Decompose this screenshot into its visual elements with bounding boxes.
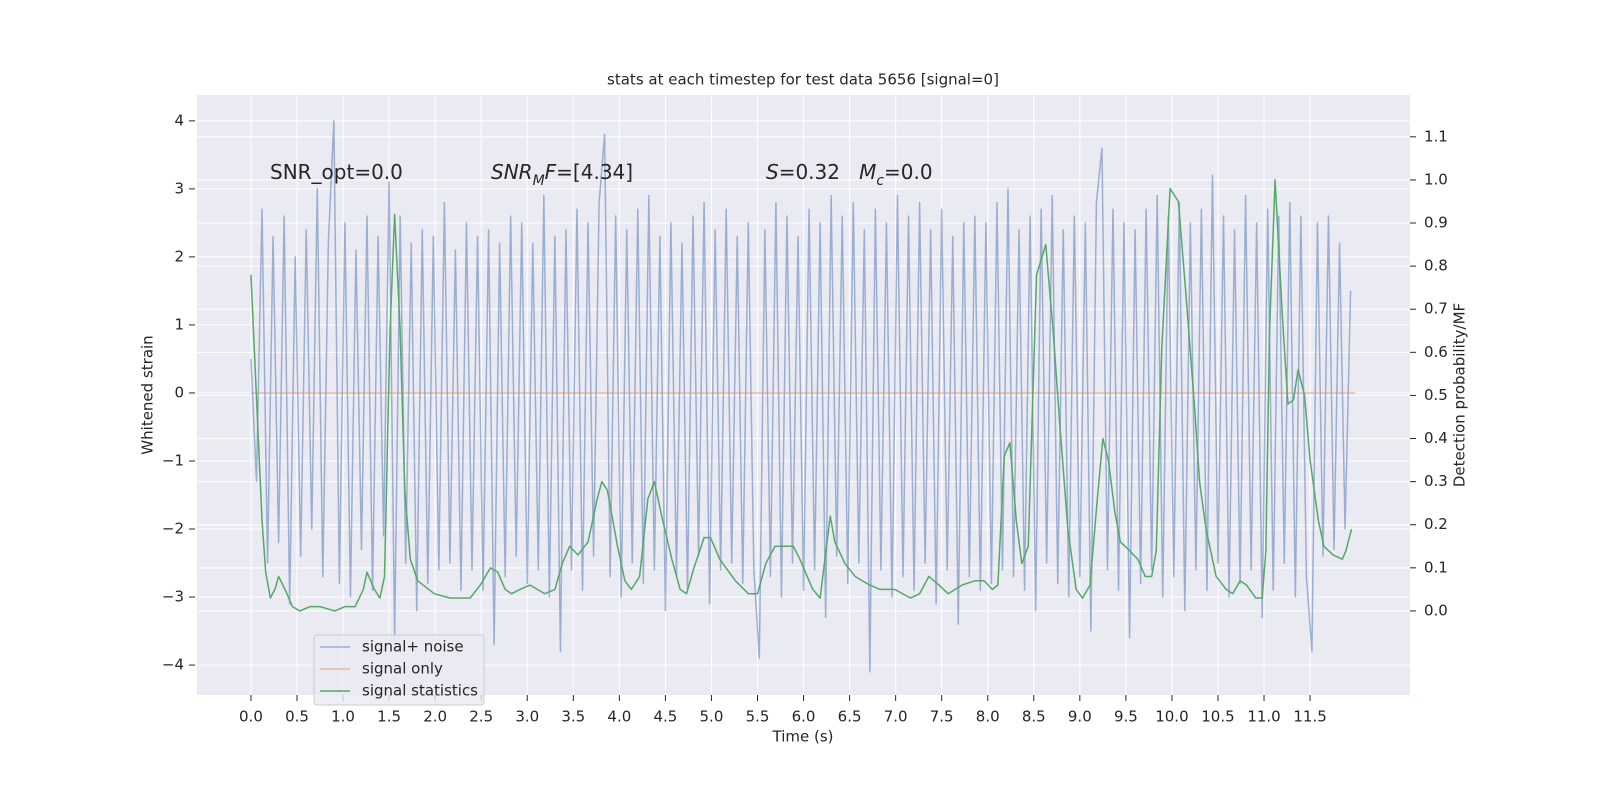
y-tick-label: −3 [162, 588, 184, 606]
legend-label: signal+ noise [362, 638, 464, 656]
x-tick-label: 5.5 [746, 708, 770, 726]
y2-tick-label: 0.2 [1424, 515, 1448, 533]
annotation-part: SNR_opt=0.0 [270, 160, 403, 184]
annotation-part: c [876, 173, 884, 189]
legend-box [313, 634, 485, 706]
x-tick-label: 9.0 [1068, 708, 1092, 726]
annotation-part: =0.0 [884, 160, 933, 184]
y2-tick-label: 1.0 [1424, 170, 1448, 188]
y2-tick-label: 0.4 [1424, 429, 1448, 447]
annotation-part: S [766, 160, 779, 184]
annotation: SNRMF=[4.34] [491, 160, 633, 190]
x-tick-label: 4.5 [653, 708, 677, 726]
x-tick-label: 4.0 [607, 708, 631, 726]
x-tick-label: 1.0 [331, 708, 355, 726]
x-tick-label: 2.0 [423, 708, 447, 726]
x-tick-label: 6.5 [838, 708, 862, 726]
legend: signal+ noise signal only signal statistic… [313, 634, 485, 706]
x-tick-label: 10.0 [1155, 708, 1188, 726]
series-line [250, 179, 1353, 612]
y-tick-label: −1 [162, 451, 184, 469]
x-tick-label: 3.5 [561, 708, 585, 726]
annotation-part: M [533, 173, 545, 189]
y2-tick-label: 0.6 [1424, 343, 1448, 361]
x-tick-label: 0.0 [239, 708, 263, 726]
x-tick-label: 2.5 [469, 708, 493, 726]
x-tick-label: 11.0 [1247, 708, 1280, 726]
annotation-part: =[4.34] [556, 160, 633, 184]
y-tick-label: 0 [174, 383, 184, 401]
chart-title: stats at each timestep for test data 565… [607, 71, 999, 89]
legend-label: signal only [362, 660, 443, 678]
x-tick-label: 6.0 [792, 708, 816, 726]
y2-tick-label: 0.5 [1424, 386, 1448, 404]
y2-tick-label: 0.7 [1424, 300, 1448, 318]
annotation-part: F [545, 160, 557, 184]
x-tick-label: 11.5 [1293, 708, 1326, 726]
series-line [250, 120, 1352, 673]
x-tick-label: 8.0 [976, 708, 1000, 726]
x-tick-label: 8.5 [1022, 708, 1046, 726]
y2-tick-label: 0.8 [1424, 257, 1448, 275]
x-tick-label: 10.5 [1201, 708, 1234, 726]
x-axis-label: Time (s) [772, 728, 834, 746]
y-tick-label: 4 [174, 111, 184, 129]
y-tick-label: −4 [162, 656, 184, 674]
y2-tick-label: 0.1 [1424, 558, 1448, 576]
x-tick-label: 7.0 [884, 708, 908, 726]
annotation-part: SNR [491, 160, 533, 184]
y2-tick-label: 0.3 [1424, 472, 1448, 490]
x-tick-label: 5.0 [700, 708, 724, 726]
y2-tick-label: 0.0 [1424, 601, 1448, 619]
x-tick-label: 7.5 [930, 708, 954, 726]
y-tick-label: −2 [162, 520, 184, 538]
x-tick-label: 1.5 [377, 708, 401, 726]
annotation: S=0.32 Mc=0.0 [766, 160, 933, 190]
y2-tick-label: 0.9 [1424, 214, 1448, 232]
annotation-part: =0.32 [779, 160, 859, 184]
ticks: 0.0 0.1 0.2 0.3 0.4 0.5 0.6 0.7 0.8 0.9 1.0 1.1 −4 −3… [162, 111, 1448, 725]
y-tick-label: 1 [174, 315, 184, 333]
legend-label: signal statistics [362, 682, 478, 700]
y2-axis-label: Detection probability/MF [1451, 303, 1469, 487]
annotation-part: M [859, 160, 876, 184]
y2-tick-label: 1.1 [1424, 127, 1448, 145]
x-tick-label: 0.5 [285, 708, 309, 726]
y-tick-label: 2 [174, 247, 184, 265]
annotation: SNR_opt=0.0 [270, 160, 403, 184]
y-axis-label: Whitened strain [139, 335, 157, 454]
y-tick-label: 3 [174, 179, 184, 197]
x-tick-label: 3.0 [515, 708, 539, 726]
x-tick-label: 9.5 [1114, 708, 1138, 726]
